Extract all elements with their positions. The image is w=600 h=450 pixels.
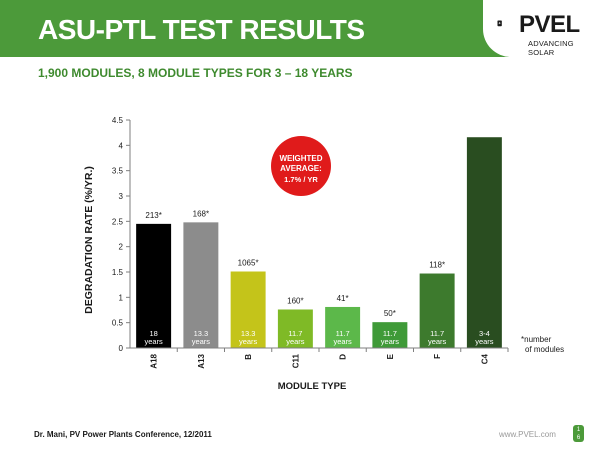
x-tick-label-F: F bbox=[433, 354, 442, 359]
bar-years-unit: years bbox=[333, 337, 352, 346]
bar-years-value: 18 bbox=[149, 329, 157, 338]
bar-years-value: 3-4 bbox=[479, 329, 490, 338]
y-tick-label: 0 bbox=[119, 344, 124, 353]
bar-count-label: 213* bbox=[145, 211, 161, 220]
logo-wordmark: PVEL bbox=[519, 11, 580, 38]
callout-line-1: WEIGHTED bbox=[279, 154, 322, 163]
y-tick-label: 4.5 bbox=[112, 116, 124, 125]
footer-url[interactable]: www.PVEL.com bbox=[499, 430, 556, 439]
y-tick-label: 3.5 bbox=[112, 167, 124, 176]
bar-F bbox=[419, 273, 455, 348]
y-axis: 0 0.5 1 1.5 2 2.5 3 3.5 4 4.5 bbox=[112, 116, 131, 353]
page-number-2: 6 bbox=[576, 435, 581, 441]
bar-A13 bbox=[183, 222, 219, 348]
logo-tagline: ADVANCING SOLAR bbox=[528, 39, 574, 57]
y-tick-label: 4 bbox=[119, 141, 124, 150]
x-axis: A18 A13 B C11 D E F C4 bbox=[130, 347, 509, 369]
x-tick-label-E: E bbox=[386, 353, 395, 359]
page-number-badge: 1 6 bbox=[573, 425, 584, 442]
bar-years-unit: years bbox=[192, 337, 211, 346]
bar-years-value: 11.7 bbox=[383, 329, 397, 338]
bar-years-value: 11.7 bbox=[336, 329, 350, 338]
bar-count-label: 168* bbox=[193, 209, 209, 218]
bar-years-unit: years bbox=[144, 337, 163, 346]
bar-years-unit: years bbox=[239, 337, 258, 346]
slide-title: ASU-PTL TEST RESULTS bbox=[38, 14, 365, 45]
pvel-logo-icon bbox=[497, 20, 502, 27]
callout-circle bbox=[271, 136, 331, 196]
y-tick-label: 0.5 bbox=[112, 319, 124, 328]
y-tick-label: 2.5 bbox=[112, 217, 124, 226]
bar-years-unit: years bbox=[381, 337, 400, 346]
weighted-average-callout: WEIGHTED AVERAGE: 1.7% / YR bbox=[271, 136, 331, 196]
note-line-2: of modules bbox=[525, 345, 564, 354]
bar-count-label: 118* bbox=[429, 261, 445, 270]
y-tick-label: 1.5 bbox=[112, 268, 124, 277]
bar-count-label: 160* bbox=[287, 296, 303, 305]
footnote-number-of-modules: *number of modules bbox=[521, 335, 564, 354]
bar-D bbox=[325, 306, 361, 348]
bars bbox=[136, 137, 502, 348]
x-tick-label-A18: A18 bbox=[150, 353, 159, 368]
callout-line-2: AVERAGE: bbox=[280, 164, 322, 173]
bar-count-label: 1065* bbox=[238, 258, 259, 267]
callout-line-3: 1.7% / YR bbox=[284, 175, 318, 184]
note-line-1: *number bbox=[521, 335, 552, 344]
x-axis-label: MODULE TYPE bbox=[278, 381, 347, 392]
x-tick-label-B: B bbox=[244, 354, 253, 360]
bar-years-unit: years bbox=[286, 337, 305, 346]
bar-years-unit: years bbox=[428, 337, 447, 346]
bar-A18 bbox=[136, 223, 172, 348]
x-tick-label-C11: C11 bbox=[291, 353, 300, 368]
bar-E bbox=[372, 322, 408, 348]
logo-area bbox=[483, 0, 600, 57]
y-tick-label: 2 bbox=[119, 243, 124, 252]
y-tick-label: 3 bbox=[119, 192, 124, 201]
bar-C11 bbox=[277, 309, 313, 348]
bar-years-unit: years bbox=[475, 337, 494, 346]
footer-citation: Dr. Mani, PV Power Plants Conference, 12… bbox=[34, 430, 212, 439]
x-tick-label-C4: C4 bbox=[480, 353, 489, 364]
slide-subtitle: 1,900 MODULES, 8 MODULE TYPES FOR 3 – 18… bbox=[38, 66, 353, 80]
bar-C4 bbox=[466, 137, 502, 348]
bar-B bbox=[230, 271, 266, 348]
y-tick-label: 1 bbox=[119, 293, 124, 302]
bar-years-value: 13.3 bbox=[194, 329, 209, 338]
x-tick-label-D: D bbox=[339, 354, 348, 360]
y-axis-label: DEGRADATION RATE (%/YR.) bbox=[83, 166, 95, 314]
bar-years-value: 13.3 bbox=[241, 329, 256, 338]
x-tick-label-A13: A13 bbox=[197, 353, 206, 368]
bar-count-label: 50* bbox=[384, 309, 396, 318]
bar-years-value: 11.7 bbox=[288, 329, 302, 338]
bar-years-value: 11.7 bbox=[430, 329, 444, 338]
page-number-1: 1 bbox=[576, 427, 581, 433]
bar-labels: 213*18years168*13.3years1065*13.3years16… bbox=[144, 209, 493, 346]
bar-count-label: 41* bbox=[337, 294, 349, 303]
